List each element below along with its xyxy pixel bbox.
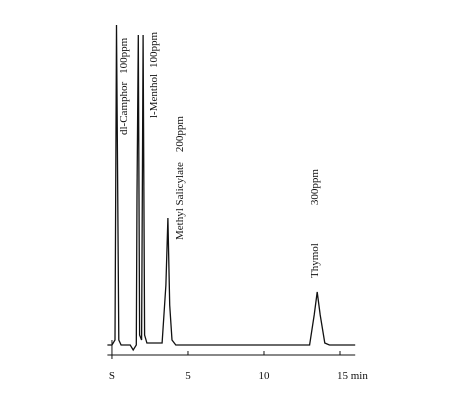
peak-annotation: Methyl Salicylate 200ppm	[174, 116, 186, 240]
x-tick-label: 5	[185, 370, 191, 382]
peak-name: dl-Camphor	[118, 82, 130, 135]
peak-name: Methyl Salicylate	[174, 162, 186, 240]
peak-amount: 100ppm	[148, 32, 160, 69]
peak-name: l-Menthol	[148, 74, 160, 118]
x-tick-label: 15 min	[337, 370, 368, 382]
peak-amount: 200ppm	[174, 116, 186, 153]
x-tick-label: S	[109, 370, 115, 382]
chromatogram-trace	[107, 24, 356, 352]
peak-amount: 100ppm	[118, 37, 130, 74]
peak-annotation: dl-Camphor 100ppm	[118, 37, 130, 135]
peak-annotation: l-Menthol 100ppm	[148, 32, 160, 119]
peak-annotation: Thymol 300ppm	[309, 169, 321, 278]
peak-name: Thymol	[309, 243, 321, 278]
peak-amount: 300ppm	[309, 169, 321, 206]
x-tick-label: 10	[258, 370, 270, 382]
